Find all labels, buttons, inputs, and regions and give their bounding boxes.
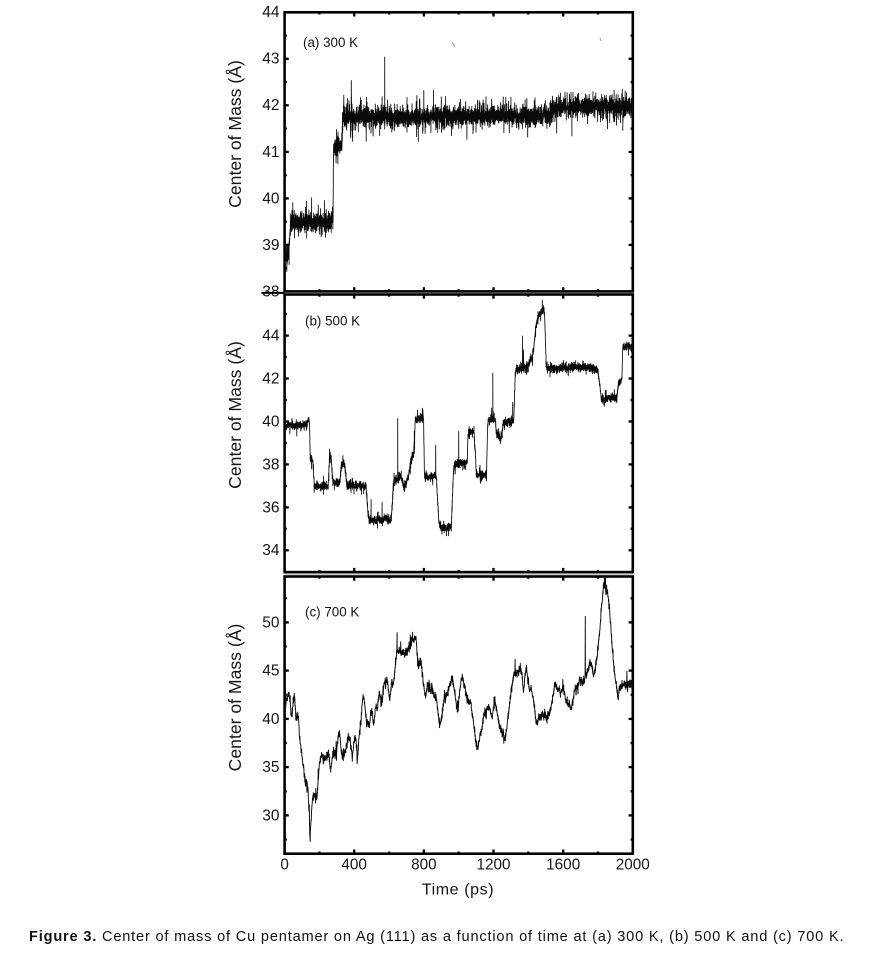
svg-text:50: 50 xyxy=(262,614,280,631)
svg-text:44: 44 xyxy=(262,4,280,21)
svg-text:38: 38 xyxy=(262,456,279,473)
svg-text:40: 40 xyxy=(262,413,280,430)
svg-text:400: 400 xyxy=(341,857,367,874)
svg-text:Center of Mass (Å): Center of Mass (Å) xyxy=(225,624,245,772)
svg-text:40: 40 xyxy=(262,711,280,728)
svg-text:35: 35 xyxy=(262,759,279,776)
svg-text:0: 0 xyxy=(280,857,289,874)
svg-text:Center of Mass (Å): Center of Mass (Å) xyxy=(225,341,245,489)
svg-text:Center of Mass (Å): Center of Mass (Å) xyxy=(225,60,245,208)
svg-text:34: 34 xyxy=(262,542,280,559)
svg-text:38: 38 xyxy=(262,283,279,300)
svg-text:43: 43 xyxy=(262,51,279,68)
svg-text:(c) 700 K: (c) 700 K xyxy=(305,605,359,620)
svg-text:44: 44 xyxy=(262,328,280,345)
svg-text:800: 800 xyxy=(411,857,437,874)
svg-text:30: 30 xyxy=(262,807,280,824)
svg-text:Time (ps): Time (ps) xyxy=(422,882,494,899)
svg-text:36: 36 xyxy=(262,499,279,516)
svg-text:1200: 1200 xyxy=(476,857,510,874)
svg-text:1600: 1600 xyxy=(546,857,580,874)
svg-text:42: 42 xyxy=(262,97,279,114)
svg-text:(a) 300 K: (a) 300 K xyxy=(303,35,358,50)
svg-text:40: 40 xyxy=(262,190,280,207)
svg-text:41: 41 xyxy=(262,144,279,161)
svg-text:45: 45 xyxy=(262,663,279,680)
svg-text:39: 39 xyxy=(262,237,279,254)
svg-text:2000: 2000 xyxy=(616,857,650,874)
svg-text:42: 42 xyxy=(262,370,279,387)
svg-text:(b) 500 K: (b) 500 K xyxy=(305,314,360,329)
